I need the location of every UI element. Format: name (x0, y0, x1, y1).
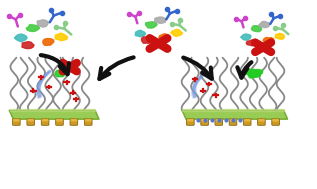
FancyBboxPatch shape (187, 119, 194, 125)
Polygon shape (85, 119, 91, 121)
FancyBboxPatch shape (84, 119, 92, 125)
FancyBboxPatch shape (41, 119, 49, 125)
Polygon shape (254, 70, 262, 75)
Polygon shape (259, 21, 270, 28)
Polygon shape (43, 39, 54, 45)
Polygon shape (230, 119, 236, 121)
FancyBboxPatch shape (13, 119, 20, 125)
Polygon shape (141, 37, 151, 43)
FancyBboxPatch shape (229, 119, 237, 125)
Polygon shape (155, 17, 165, 23)
Polygon shape (26, 25, 40, 32)
Polygon shape (188, 119, 193, 121)
Polygon shape (244, 69, 253, 74)
Polygon shape (37, 20, 48, 27)
Polygon shape (71, 119, 77, 121)
FancyBboxPatch shape (27, 119, 35, 125)
FancyBboxPatch shape (70, 119, 78, 125)
Polygon shape (202, 119, 207, 121)
FancyBboxPatch shape (243, 119, 251, 125)
Polygon shape (55, 33, 68, 41)
Polygon shape (55, 70, 65, 77)
Circle shape (184, 74, 225, 98)
Polygon shape (273, 119, 278, 121)
Polygon shape (135, 30, 146, 37)
Polygon shape (246, 40, 257, 46)
Polygon shape (259, 119, 264, 121)
Polygon shape (146, 22, 157, 28)
Polygon shape (275, 33, 284, 39)
Polygon shape (182, 109, 284, 111)
Polygon shape (247, 69, 261, 78)
Circle shape (29, 72, 70, 96)
Polygon shape (10, 111, 99, 119)
Polygon shape (249, 72, 258, 77)
Polygon shape (251, 26, 262, 32)
Polygon shape (263, 38, 274, 43)
FancyBboxPatch shape (215, 119, 223, 125)
Polygon shape (14, 119, 19, 121)
Polygon shape (22, 42, 34, 49)
Polygon shape (28, 119, 34, 121)
FancyBboxPatch shape (272, 119, 279, 125)
FancyBboxPatch shape (258, 119, 265, 125)
Polygon shape (57, 119, 62, 121)
Polygon shape (42, 119, 48, 121)
Polygon shape (182, 111, 288, 119)
Polygon shape (244, 119, 250, 121)
Polygon shape (241, 34, 251, 40)
FancyBboxPatch shape (201, 119, 208, 125)
FancyBboxPatch shape (56, 119, 63, 125)
Polygon shape (216, 119, 222, 121)
Polygon shape (159, 34, 170, 41)
Polygon shape (14, 34, 27, 42)
Polygon shape (171, 29, 183, 36)
Polygon shape (10, 109, 95, 111)
